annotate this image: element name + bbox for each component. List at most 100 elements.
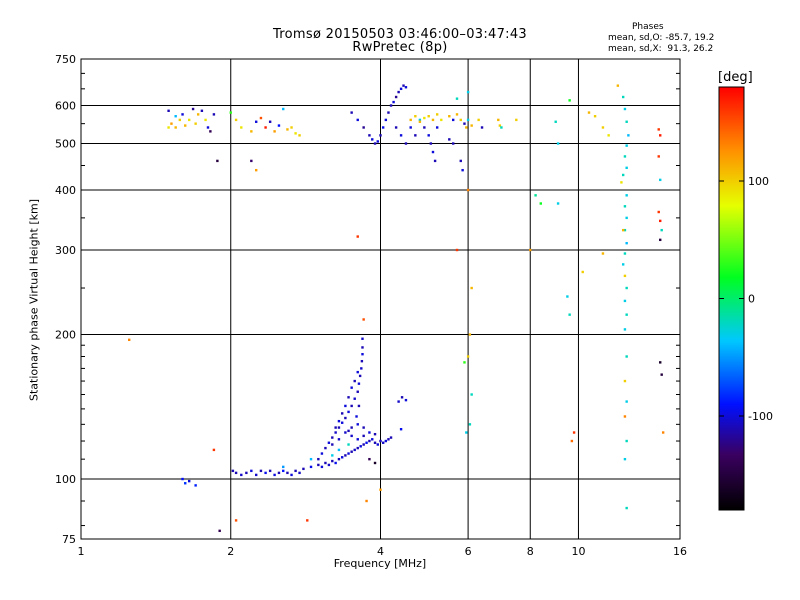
data-point [554, 120, 557, 123]
data-point [470, 393, 473, 396]
data-point [466, 90, 470, 94]
data-point [465, 431, 468, 434]
data-point [337, 426, 341, 429]
data-point [497, 118, 500, 122]
data-point [623, 328, 627, 331]
data-point [298, 134, 301, 137]
data-point [282, 465, 285, 469]
data-point [431, 118, 435, 122]
data-point [384, 439, 388, 443]
data-point [327, 441, 331, 444]
data-point [362, 426, 365, 429]
y-tick-label: 750 [55, 53, 76, 66]
data-point [212, 113, 216, 116]
data-point [623, 205, 627, 208]
x-tick-label: 2 [227, 545, 234, 558]
data-point [661, 431, 665, 434]
data-point [529, 248, 532, 252]
data-point [340, 412, 344, 415]
x-tick-labels: 1 2 4 6 8 10 16 [78, 545, 688, 558]
data-point [350, 111, 353, 114]
data-point [448, 115, 451, 118]
data-point [379, 439, 382, 443]
data-point [231, 469, 235, 473]
data-point [451, 118, 455, 122]
data-point [128, 338, 131, 342]
data-point [373, 432, 377, 436]
data-point [174, 126, 177, 129]
data-point [625, 355, 628, 358]
data-point [433, 159, 437, 163]
data-point [337, 419, 341, 423]
data-point [435, 126, 439, 129]
data-point [350, 404, 353, 408]
data-point [337, 438, 341, 441]
data-point [463, 361, 466, 364]
data-point [466, 188, 470, 192]
data-point [229, 111, 232, 114]
data-point [465, 126, 468, 129]
data-point [327, 463, 331, 467]
colorbar-ticks: 100 0 -100 [719, 175, 773, 423]
data-point [621, 95, 625, 99]
data-point [621, 263, 625, 266]
data-point [282, 107, 285, 111]
data-point [657, 128, 660, 131]
data-point [196, 113, 200, 116]
data-point [290, 473, 293, 477]
data-point [660, 373, 663, 376]
data-point [356, 390, 359, 393]
grid-lines [81, 59, 680, 539]
data-point [268, 469, 272, 473]
data-point [477, 118, 480, 122]
data-point [344, 431, 347, 434]
data-point [625, 120, 628, 123]
data-point [324, 461, 327, 465]
data-point [387, 438, 390, 441]
data-point [409, 118, 412, 122]
data-point [621, 228, 625, 232]
x-tick-label: 4 [377, 545, 384, 558]
data-point [435, 113, 439, 116]
data-point [356, 438, 359, 441]
data-point [404, 86, 408, 89]
data-point [277, 471, 281, 475]
data-point [250, 469, 253, 473]
data-point [200, 109, 204, 112]
data-point [361, 337, 364, 340]
data-point [347, 410, 350, 414]
data-point [273, 473, 276, 477]
data-point [350, 426, 353, 429]
data-point [404, 142, 408, 145]
chart-title: Tromsø 20150503 03:46:00–03:47:43 [272, 27, 528, 42]
data-point [167, 126, 170, 129]
data-point [659, 219, 662, 223]
data-point [534, 194, 537, 197]
y-tick-label: 400 [55, 184, 76, 197]
data-point [334, 426, 337, 429]
data-point [373, 142, 377, 145]
data-point [623, 228, 627, 232]
data-point [394, 95, 398, 99]
data-point [657, 210, 660, 214]
data-point [601, 252, 605, 255]
data-point [379, 134, 382, 137]
colorbar-tick-label: 100 [748, 175, 769, 188]
data-point [625, 506, 628, 510]
data-point [250, 159, 253, 163]
data-point [572, 431, 576, 434]
data-point [309, 457, 313, 461]
data-point [309, 465, 313, 469]
data-point [353, 397, 356, 400]
stats-heading: Phases [632, 22, 664, 32]
data-point [181, 113, 184, 116]
data-point [470, 124, 473, 127]
data-point [659, 178, 662, 182]
data-point [387, 111, 390, 114]
data-point [259, 469, 263, 473]
data-point [240, 126, 243, 129]
data-point [360, 367, 363, 370]
data-point [204, 118, 207, 122]
data-point [194, 484, 197, 487]
